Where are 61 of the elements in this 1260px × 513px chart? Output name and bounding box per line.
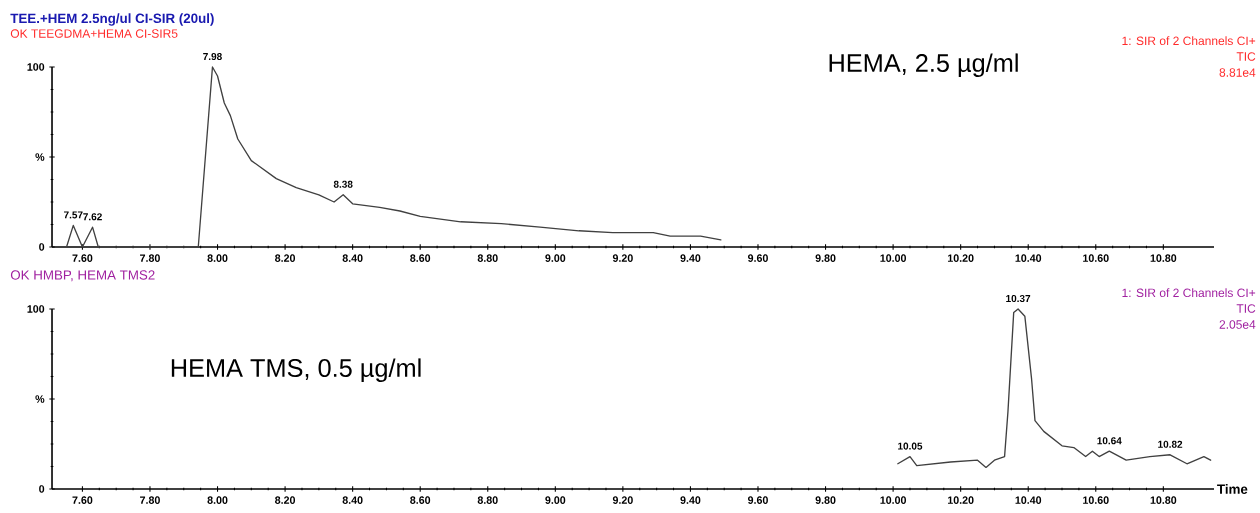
annotation: 10.05 bbox=[898, 442, 923, 450]
annotation: 10.37 bbox=[1006, 294, 1031, 303]
chart-subtitle: OK TEEGDMA+HEMA CI-SIR5 bbox=[10, 29, 178, 38]
x-tick-label: 9.20 bbox=[612, 254, 633, 262]
x-tick-label: 10.00 bbox=[880, 496, 907, 504]
text: 1: SIR of 2 Channels CI+ bbox=[1122, 288, 1256, 298]
y-tick-label: 100 bbox=[27, 63, 45, 71]
x-tick-label: 10.80 bbox=[1150, 254, 1177, 262]
annotation: 7.98 bbox=[203, 52, 222, 61]
x-tick-label: 10.40 bbox=[1015, 254, 1042, 262]
x-tick-label: 7.80 bbox=[140, 496, 160, 504]
x-tick-label: 8.40 bbox=[342, 496, 363, 504]
x-tick-label: 10.80 bbox=[1150, 496, 1177, 504]
x-tick-label: 9.20 bbox=[612, 496, 633, 504]
text: TIC bbox=[1236, 52, 1256, 61]
x-tick-label: 8.00 bbox=[207, 496, 228, 504]
x-tick-label: 10.60 bbox=[1083, 254, 1109, 262]
x-tick-label: 7.60 bbox=[72, 254, 93, 262]
x-tick-label: 10.20 bbox=[947, 254, 974, 262]
x-tick-label: 8.40 bbox=[342, 254, 363, 262]
y-tick-label: % bbox=[35, 153, 45, 161]
x-tick-label: 8.00 bbox=[207, 254, 228, 262]
x-tick-label: 9.00 bbox=[545, 254, 566, 262]
annotation: HEMA TMS, 0.5 µg/ml bbox=[171, 358, 421, 382]
x-tick-label: 8.20 bbox=[275, 496, 296, 504]
x-tick-label: 9.60 bbox=[747, 254, 768, 262]
x-tick-label: 8.60 bbox=[410, 496, 431, 504]
y-tick-label: % bbox=[35, 395, 45, 403]
x-tick-label: 8.60 bbox=[410, 254, 431, 262]
y-tick-label: 0 bbox=[39, 485, 45, 493]
chart-title: TEE.+HEM 2.5ng/ul CI-SIR (20ul) bbox=[10, 13, 214, 26]
y-tick-label: 0 bbox=[39, 243, 45, 251]
x-tick-label: 9.00 bbox=[545, 496, 566, 504]
x-tick-label: 8.80 bbox=[477, 496, 498, 504]
x-tick-label: 7.80 bbox=[140, 254, 160, 262]
x-tick-label: 8.20 bbox=[275, 254, 296, 262]
text: 2.05e4 bbox=[1219, 320, 1256, 329]
line-series bbox=[897, 308, 1212, 469]
y-tick-label: 100 bbox=[27, 305, 45, 313]
x-tick-label: 7.60 bbox=[72, 496, 93, 504]
x-tick-label: 10.40 bbox=[1015, 496, 1042, 504]
x-tick-label: 9.40 bbox=[680, 254, 701, 262]
x-tick-label: 10.20 bbox=[947, 496, 974, 504]
annotation: 8.38 bbox=[333, 180, 353, 188]
x-tick-label: 9.80 bbox=[815, 254, 836, 262]
x-tick-label: 10.00 bbox=[880, 254, 907, 262]
text: 1: SIR of 2 Channels CI+ bbox=[1122, 36, 1256, 46]
annotation: 7.57 bbox=[64, 211, 83, 219]
x-axis-title: Time bbox=[1217, 484, 1248, 494]
text: 8.81e4 bbox=[1219, 68, 1256, 77]
x-tick-label: 9.80 bbox=[815, 496, 836, 504]
annotation: 7.62 bbox=[83, 213, 102, 221]
chart-title: OK HMBP, HEMA TMS2 bbox=[10, 270, 155, 282]
text: TIC bbox=[1236, 304, 1256, 313]
x-tick-label: 9.60 bbox=[747, 496, 768, 504]
x-tick-label: 9.40 bbox=[680, 496, 701, 504]
annotation: 10.82 bbox=[1158, 440, 1183, 448]
annotation: HEMA, 2.5 µg/ml bbox=[829, 53, 1018, 77]
x-tick-label: 10.60 bbox=[1083, 496, 1109, 504]
x-tick-label: 8.80 bbox=[477, 254, 498, 262]
annotation: 10.64 bbox=[1097, 437, 1122, 445]
